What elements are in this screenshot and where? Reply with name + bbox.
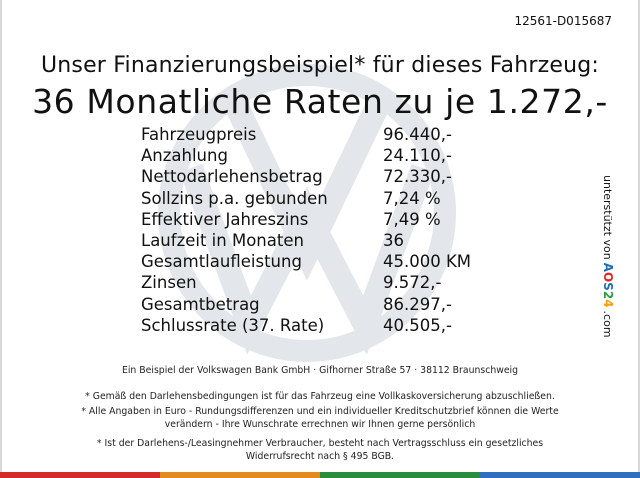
supported-by-badge: unterstützt von AOS24 .com (601, 175, 631, 355)
table-row: Gesamtlaufleistung 45.000 KM (141, 252, 501, 273)
row-value: 7,49 % (383, 209, 441, 229)
footnote-line: * Alle Angaben in Euro - Rundungsdiffere… (81, 406, 559, 417)
footnote-insurance: * Gemäß den Darlehensbedingungen ist für… (85, 391, 555, 402)
logo-letter: 2 (601, 290, 615, 300)
row-label: Sollzins p.a. gebunden (141, 188, 328, 208)
row-value: 40.505,- (383, 315, 452, 335)
vw-logo-watermark-icon (158, 64, 456, 362)
table-row: Schlussrate (37. Rate) 40.505,- (141, 316, 501, 337)
row-value: 96.440,- (383, 125, 452, 144)
aos24-logo: AOS24 (601, 263, 615, 308)
logo-letter: S (601, 282, 615, 291)
row-label: Effektiver Jahreszins (141, 209, 309, 229)
table-row: Effektiver Jahreszins 7,49 % (141, 210, 501, 231)
row-value: 7,24 % (383, 188, 441, 208)
row-label: Gesamtbetrag (141, 294, 260, 314)
bank-info: Ein Beispiel der Volkswagen Bank GmbH · … (121, 365, 519, 376)
row-label: Zinsen (141, 273, 197, 293)
reference-number: 12561-D015687 (514, 14, 612, 28)
stripe-segment (0, 472, 160, 478)
table-row: Nettodarlehensbetrag 72.330,- (141, 167, 501, 188)
row-value: 45.000 KM (383, 252, 472, 272)
row-label: Gesamtlaufleistung (141, 252, 302, 272)
stripe-segment (160, 472, 320, 478)
table-row: Laufzeit in Monaten 36 (141, 231, 501, 252)
table-row: Zinsen 9.572,- (141, 273, 501, 294)
table-row: Anzahlung 24.110,- (141, 146, 501, 167)
right-frame-border (638, 0, 640, 478)
logo-letter: 4 (601, 299, 615, 308)
stripe-segment (320, 472, 480, 478)
row-value: 72.330,- (383, 167, 452, 187)
supported-by-prefix: unterstützt von (601, 175, 615, 260)
table-row: Fahrzeugpreis 96.440,- (141, 125, 501, 146)
supported-by-suffix: .com (601, 310, 615, 338)
color-stripe (0, 472, 640, 478)
table-row: Gesamtbetrag 86.297,- (141, 295, 501, 316)
row-value: 24.110,- (383, 146, 452, 166)
logo-letter: A (601, 262, 615, 272)
footnote-line: * Ist der Darlehens-/Leasingnehmer Verbr… (96, 438, 544, 449)
row-label: Anzahlung (141, 146, 228, 166)
stripe-segment (480, 472, 640, 478)
row-label: Laufzeit in Monaten (141, 230, 304, 250)
row-value: 86.297,- (383, 294, 452, 314)
financing-table: Fahrzeugpreis 96.440,- Anzahlung 24.110,- … (141, 125, 501, 337)
row-label: Schlussrate (37. Rate) (141, 315, 325, 335)
logo-letter: O (601, 271, 615, 283)
footnote-rounding: * Alle Angaben in Euro - Rundungsdiffere… (0, 405, 640, 431)
row-value: 9.572,- (383, 273, 442, 293)
table-row: Sollzins p.a. gebunden 7,24 % (141, 189, 501, 210)
row-label: Fahrzeugpreis (141, 125, 257, 144)
row-label: Nettodarlehensbetrag (141, 167, 323, 187)
footnote-line: Widerrufsrecht nach § 495 BGB. (245, 451, 395, 462)
monthly-rate-headline: 36 Monatliche Raten zu je 1.272,- (32, 82, 608, 121)
supported-by-text: unterstützt von AOS24 .com (593, 175, 623, 355)
footnote-line: verändern - Ihre Wunschrate errechnen wi… (164, 419, 476, 430)
row-value: 36 (383, 230, 404, 250)
left-frame-border (0, 0, 2, 478)
footnote-withdrawal: * Ist der Darlehens-/Leasingnehmer Verbr… (0, 437, 640, 463)
financing-headline: Unser Finanzierungsbeispiel* für dieses … (40, 53, 600, 78)
